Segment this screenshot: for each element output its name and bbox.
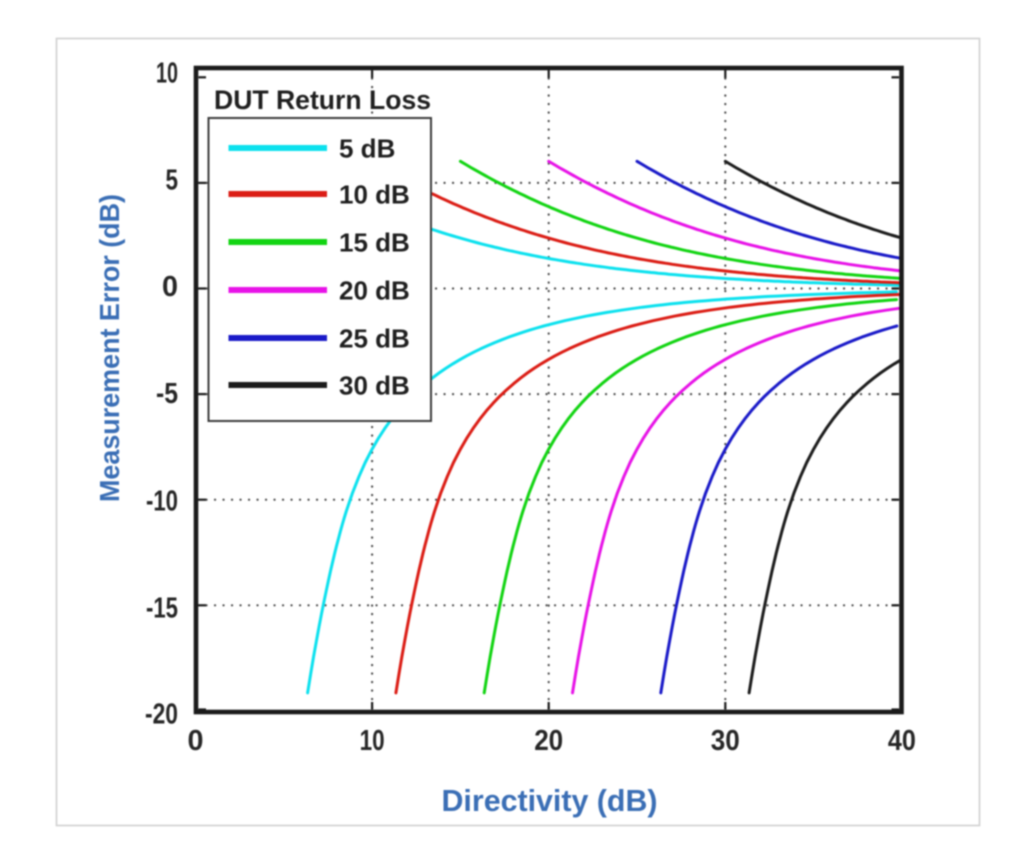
svg-text:Directivity (dB): Directivity (dB) [442, 783, 658, 818]
svg-text:DUT Return Loss: DUT Return Loss [214, 85, 431, 115]
svg-text:5: 5 [166, 164, 179, 196]
svg-text:20 dB: 20 dB [339, 275, 410, 305]
svg-text:0: 0 [162, 271, 178, 303]
svg-text:20: 20 [534, 725, 563, 757]
svg-text:-5: -5 [156, 378, 178, 410]
svg-text:25 dB: 25 dB [339, 323, 410, 353]
svg-text:-15: -15 [146, 592, 178, 624]
svg-text:Measurement Error (dB): Measurement Error (dB) [94, 194, 125, 502]
svg-text:10: 10 [156, 57, 178, 89]
svg-text:-10: -10 [146, 485, 178, 517]
svg-text:40: 40 [888, 725, 916, 757]
svg-text:10 dB: 10 dB [339, 179, 410, 209]
svg-text:30 dB: 30 dB [339, 370, 410, 400]
svg-text:10: 10 [360, 725, 385, 757]
svg-text:5 dB: 5 dB [339, 133, 395, 163]
svg-text:15 dB: 15 dB [339, 227, 410, 257]
svg-text:-20: -20 [145, 698, 178, 730]
svg-text:0: 0 [188, 725, 204, 757]
svg-text:30: 30 [711, 725, 740, 757]
